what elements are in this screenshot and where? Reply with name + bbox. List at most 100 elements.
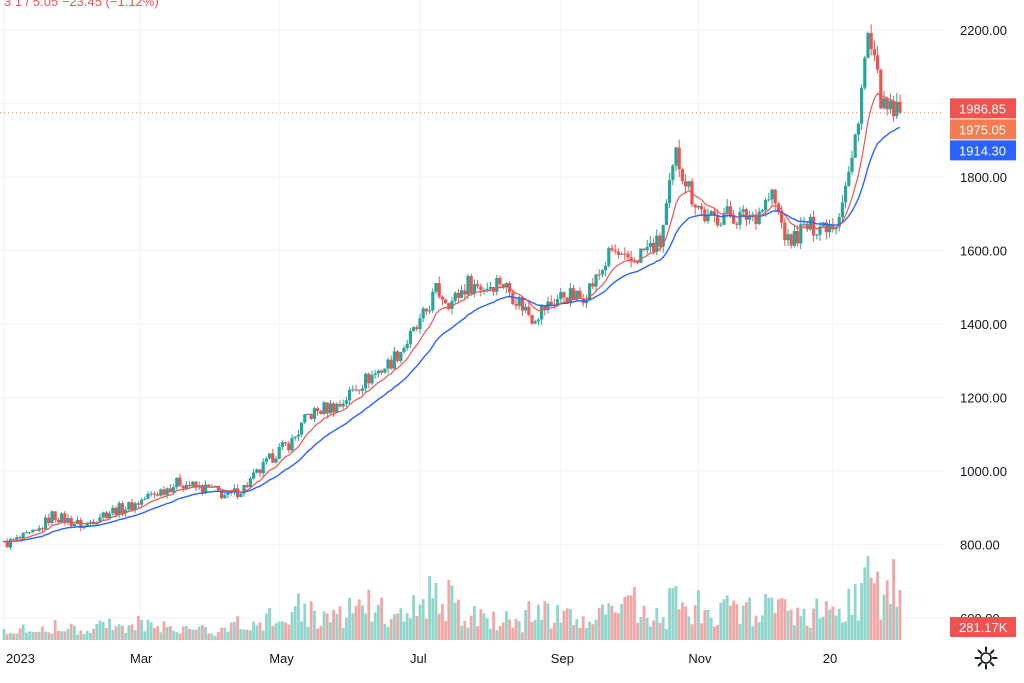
volume-bar bbox=[50, 633, 54, 640]
volume-bar bbox=[143, 631, 147, 640]
volume-bar bbox=[188, 628, 191, 640]
candle-body bbox=[469, 276, 473, 294]
candle-body bbox=[549, 301, 553, 305]
volume-bar bbox=[402, 621, 406, 640]
candle-body bbox=[124, 509, 128, 514]
time-axis[interactable]: 2023 Mar May Jul Sep Nov 20 bbox=[6, 651, 837, 666]
candle-body bbox=[447, 303, 451, 309]
volume-bar bbox=[306, 626, 310, 640]
candle-body bbox=[104, 512, 108, 519]
price-badge-label: 1975.05 bbox=[959, 122, 1006, 137]
candle-body bbox=[450, 300, 454, 309]
candle-body bbox=[21, 532, 25, 539]
volume-bar bbox=[565, 608, 569, 640]
volume-bar bbox=[229, 622, 233, 640]
volume-bar bbox=[9, 633, 12, 640]
volume-bar bbox=[610, 605, 614, 640]
volume-bar bbox=[473, 605, 476, 640]
volume-bar bbox=[684, 606, 687, 640]
candle-body bbox=[111, 507, 115, 514]
candle-body bbox=[392, 351, 396, 369]
candle-body bbox=[476, 284, 480, 287]
volume-bar bbox=[261, 630, 265, 640]
volume-bar bbox=[277, 621, 281, 640]
volume-bar bbox=[255, 625, 259, 640]
candle-body bbox=[815, 234, 819, 236]
volume-bar bbox=[316, 628, 319, 640]
candle-body bbox=[290, 438, 294, 451]
candle-body bbox=[354, 389, 358, 391]
candle-body bbox=[120, 503, 124, 514]
volume-bar bbox=[597, 607, 601, 640]
volume-bar bbox=[665, 628, 668, 640]
volume-bar bbox=[178, 633, 182, 640]
volume-bar bbox=[591, 624, 595, 640]
candle-body bbox=[616, 251, 620, 255]
candle-body bbox=[735, 223, 739, 225]
volume-bar bbox=[722, 599, 726, 640]
volume-bar bbox=[671, 587, 675, 640]
candle-body bbox=[770, 189, 774, 200]
candle-body bbox=[143, 498, 147, 500]
candle-body bbox=[744, 209, 748, 220]
chart-grid bbox=[0, 0, 944, 640]
volume-bar bbox=[668, 588, 671, 640]
volume-bar bbox=[204, 627, 207, 640]
volume-bar bbox=[652, 620, 655, 640]
volume-bar bbox=[348, 597, 351, 640]
candle-body bbox=[629, 257, 633, 262]
volume-bar bbox=[546, 603, 550, 640]
candle-body bbox=[597, 274, 601, 276]
candle-body bbox=[492, 286, 496, 292]
candle-body bbox=[12, 539, 16, 541]
volume-bar bbox=[361, 605, 364, 640]
candle-body bbox=[309, 414, 313, 420]
volume-bar bbox=[265, 613, 268, 640]
volume-bar bbox=[15, 633, 19, 640]
volume-bar bbox=[380, 597, 383, 640]
volume-bar bbox=[636, 622, 639, 640]
volume-bar bbox=[322, 611, 326, 640]
candle-body bbox=[757, 211, 761, 224]
candle-body bbox=[773, 189, 777, 204]
candle-body bbox=[639, 248, 643, 263]
volume-bar bbox=[738, 623, 742, 640]
candle-body bbox=[53, 511, 57, 520]
volume-bar bbox=[28, 631, 31, 640]
candle-body bbox=[40, 528, 44, 530]
volume-bar bbox=[428, 576, 431, 640]
gear-icon[interactable] bbox=[974, 646, 998, 670]
volume-bar bbox=[373, 612, 377, 640]
volume-bar bbox=[53, 620, 57, 640]
volume-bar bbox=[233, 621, 236, 640]
candle-body bbox=[543, 305, 547, 311]
volume-bar bbox=[837, 608, 841, 640]
candle-body bbox=[181, 485, 185, 489]
candle-body bbox=[600, 270, 604, 275]
candle-body bbox=[722, 213, 726, 225]
volume-bar bbox=[786, 610, 790, 640]
candle-body bbox=[610, 248, 614, 251]
volume-bar bbox=[453, 602, 457, 640]
volume-bar bbox=[882, 594, 886, 640]
candle-body bbox=[479, 286, 483, 291]
volume-bar bbox=[860, 583, 863, 640]
volume-bar bbox=[431, 598, 435, 640]
candle-body bbox=[776, 203, 780, 213]
candle-body bbox=[28, 532, 32, 534]
volume-bar bbox=[447, 579, 451, 640]
candle-body bbox=[108, 513, 112, 519]
candle-body bbox=[818, 226, 822, 235]
volume-bar bbox=[338, 606, 342, 640]
volume-bar bbox=[463, 620, 467, 640]
candle-body bbox=[332, 403, 336, 413]
candle-body bbox=[178, 477, 182, 486]
volume-bar bbox=[156, 626, 159, 640]
volume-bar bbox=[482, 613, 486, 640]
volume-bar bbox=[239, 629, 243, 640]
volume-bar bbox=[357, 599, 361, 640]
x-tick-label: Mar bbox=[130, 651, 153, 666]
y-tick-label: 1400.00 bbox=[960, 317, 1007, 332]
volume-bar bbox=[393, 614, 396, 640]
